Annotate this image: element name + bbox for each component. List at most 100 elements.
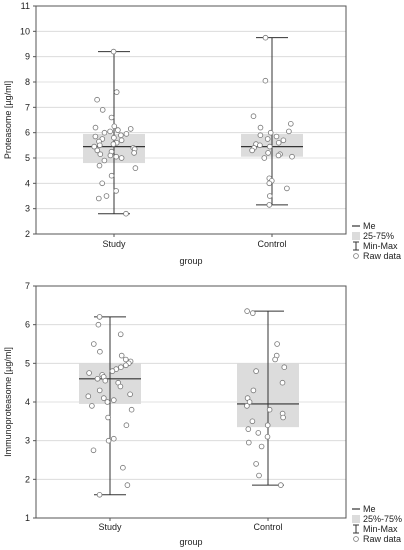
y-tick-label: 5	[25, 358, 30, 368]
raw-data-point	[108, 172, 115, 179]
raw-data-point	[261, 155, 268, 161]
raw-data-point	[105, 414, 111, 421]
raw-data-point	[123, 210, 129, 217]
raw-data-point	[96, 314, 103, 320]
raw-data-point	[264, 422, 271, 429]
raw-data-point	[92, 124, 99, 131]
raw-data-point	[274, 341, 280, 347]
raw-data-point	[94, 147, 101, 154]
x-axis-label: group	[179, 256, 202, 266]
raw-data-point	[118, 352, 125, 359]
raw-data-point	[118, 132, 124, 139]
y-tick-label: 2	[25, 474, 30, 484]
x-axis-label: group	[179, 537, 202, 547]
raw-data-point	[280, 137, 287, 144]
y-tick-label: 6	[25, 128, 30, 138]
raw-data-point	[113, 153, 119, 160]
raw-data-point	[97, 348, 103, 355]
plot-frame	[35, 5, 347, 235]
legend-label: Me	[363, 504, 376, 514]
raw-data-point	[127, 391, 133, 398]
raw-data-point	[266, 143, 273, 150]
raw-data-point	[111, 397, 117, 403]
raw-data-point	[249, 147, 255, 154]
raw-data-point	[92, 133, 99, 140]
raw-data-point	[86, 370, 92, 376]
raw-data-point	[117, 383, 124, 390]
raw-data-point	[91, 341, 97, 347]
raw-data-point	[113, 89, 120, 95]
y-tick-label: 2	[25, 229, 30, 239]
raw-data-point	[128, 406, 135, 413]
y-tick-label: 5	[25, 153, 30, 163]
legend-circle-symbol	[353, 253, 359, 259]
raw-data-point	[257, 142, 263, 149]
raw-data-point	[250, 113, 257, 119]
raw-data-point	[258, 443, 265, 450]
raw-data-point	[244, 403, 250, 409]
box-control	[241, 34, 303, 208]
legend-label: 25-75%	[363, 231, 394, 241]
legend-box-symbol	[352, 232, 360, 240]
raw-data-point	[107, 128, 113, 135]
y-tick-label: 1	[25, 513, 30, 523]
raw-data-point	[99, 180, 105, 187]
y-tick-label: 11	[21, 1, 30, 11]
raw-data-point	[110, 141, 117, 147]
legend-label: Min-Max	[363, 524, 398, 534]
legend-label: Min-Max	[363, 241, 398, 251]
raw-data-point	[118, 137, 125, 144]
raw-data-point	[107, 152, 114, 159]
raw-data-point	[253, 461, 259, 467]
raw-data-point	[118, 364, 124, 371]
y-tick-label: 8	[25, 77, 30, 87]
raw-data-point	[108, 114, 115, 121]
raw-data-point	[245, 426, 252, 432]
raw-data-point	[132, 165, 139, 171]
raw-data-point	[250, 387, 257, 394]
raw-data-point	[262, 34, 269, 41]
raw-data-point	[94, 96, 100, 103]
raw-data-point	[244, 308, 250, 314]
raw-data-point	[117, 331, 124, 338]
raw-data-point	[101, 129, 108, 136]
chart-1: 2 3 4 5 6 7 8 9 10 11 Proteasome [µg/ml] Study Contr…	[3, 1, 401, 266]
raw-data-point	[266, 202, 273, 208]
y-tick-label: 10	[20, 26, 30, 36]
raw-data-point	[97, 142, 103, 149]
raw-data-point	[111, 435, 117, 442]
raw-data-point	[104, 399, 111, 405]
x-tick-label: Control	[257, 239, 286, 249]
raw-data-point	[96, 491, 103, 498]
raw-data-point	[124, 482, 131, 488]
raw-data-point	[123, 422, 130, 429]
raw-data-point	[90, 447, 97, 454]
raw-data-point	[94, 375, 101, 382]
raw-data-point	[286, 128, 292, 135]
x-tick-label: Study	[98, 522, 122, 532]
raw-data-point	[266, 193, 273, 199]
raw-data-point	[264, 433, 271, 440]
raw-data-point	[266, 406, 273, 413]
y-tick-label: 4	[25, 397, 30, 407]
raw-data-point	[275, 152, 282, 159]
raw-data-point	[99, 107, 106, 113]
raw-data-point	[289, 153, 295, 160]
raw-data-point	[95, 321, 102, 328]
raw-data-point	[123, 356, 129, 363]
y-tick-label: 7	[25, 102, 30, 112]
raw-data-point	[277, 482, 284, 488]
raw-data-point	[264, 136, 271, 142]
raw-data-point	[115, 127, 121, 133]
legend-label: 25%-75%	[363, 514, 402, 524]
raw-data-point	[246, 399, 253, 405]
raw-data-point	[257, 132, 264, 139]
raw-data-point	[127, 126, 134, 132]
raw-data-point	[101, 395, 107, 401]
raw-data-point	[85, 393, 92, 400]
raw-data-point	[279, 379, 286, 386]
raw-data-point	[253, 368, 259, 374]
raw-data-point	[275, 140, 282, 146]
